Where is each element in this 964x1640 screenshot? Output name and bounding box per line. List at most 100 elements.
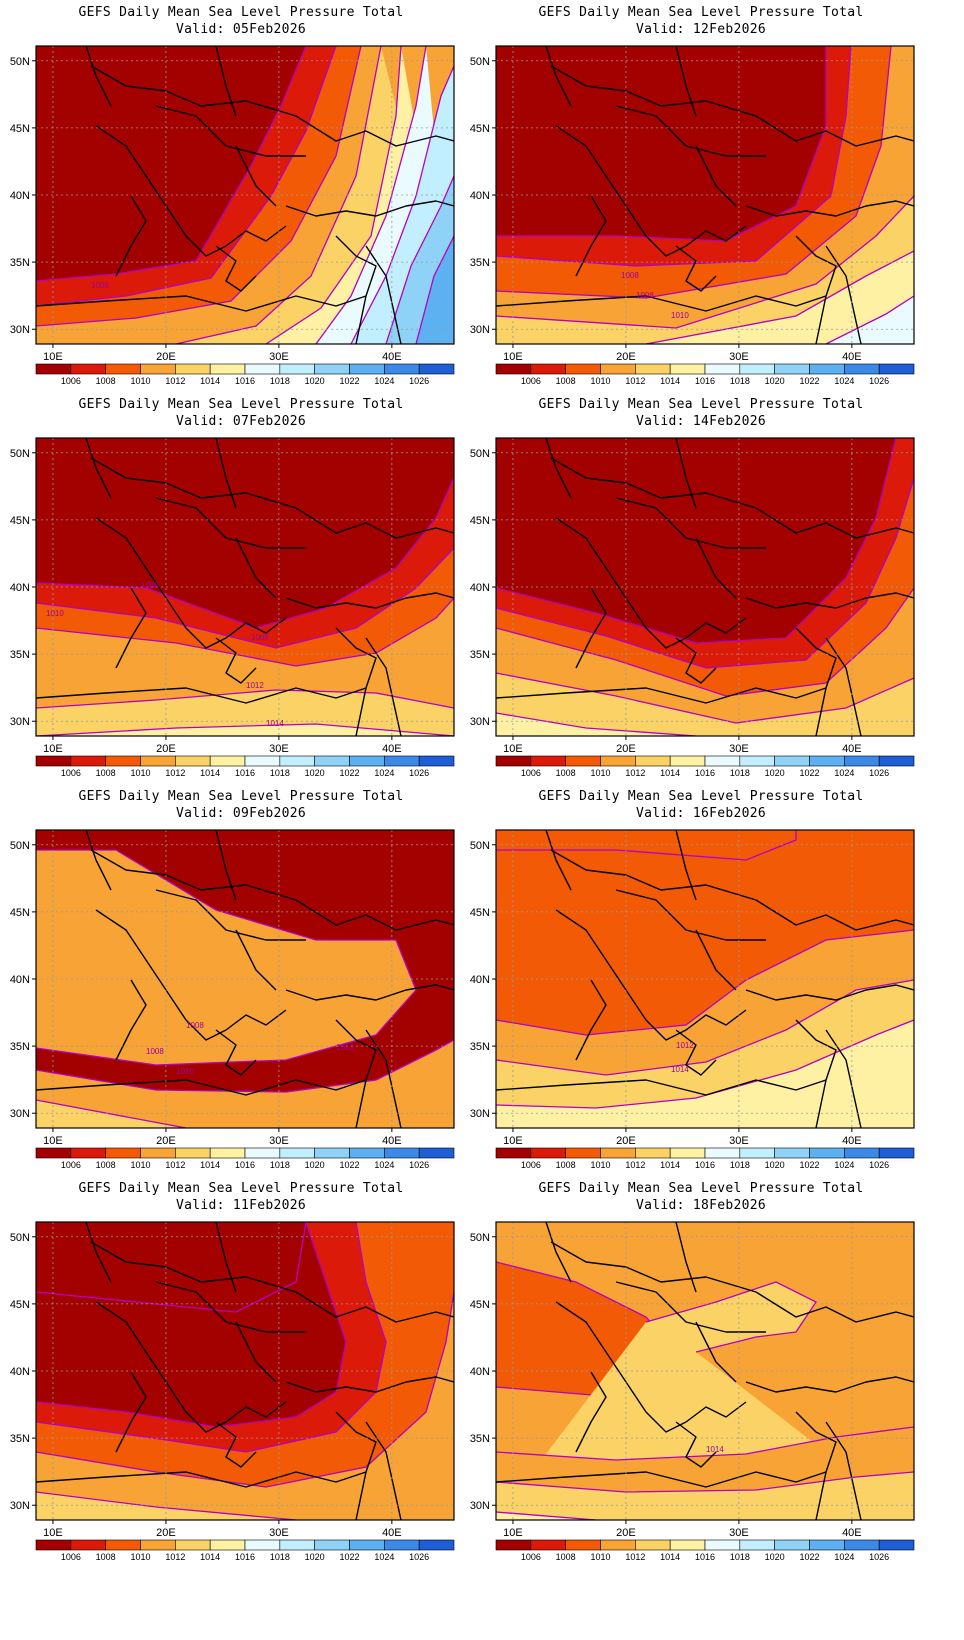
isobar-line [496, 830, 797, 861]
coastline [215, 830, 237, 901]
colorbar-label: 1024 [834, 1552, 854, 1562]
lat-tick-label: 40N [470, 582, 490, 594]
panel-valid-date: Valid: 05Feb2026 [175, 22, 307, 37]
coastline [675, 1222, 697, 1293]
coastline [115, 979, 147, 1061]
colorbar-swatch [244, 1147, 281, 1159]
coastline [550, 457, 914, 539]
colorbar: 1006 1008 1010 1012 1014 1016 1018 1020 1022 1024… [35, 755, 455, 778]
coastline [825, 1029, 862, 1128]
colorbar-swatch [209, 363, 246, 375]
lat-tick-label: 40N [470, 1366, 490, 1378]
map-field: 1008 1008 1010 1010 [36, 830, 454, 1128]
coastline [555, 125, 747, 257]
coastline [615, 105, 766, 157]
colorbar-swatch [739, 755, 775, 767]
colorbar-swatch [418, 1539, 455, 1551]
coastline [745, 200, 914, 217]
lon-tick-label: 20E [616, 351, 636, 363]
colorbar: 1006 1008 1010 1012 1014 1016 1018 1020 1022 1024… [35, 363, 455, 386]
lat-tick-label: 50N [10, 56, 30, 68]
coastline [675, 830, 697, 901]
pressure-band [496, 196, 914, 344]
coastline [795, 1411, 837, 1520]
colorbar-label: 1022 [339, 768, 359, 778]
colorbar-swatch [704, 1539, 741, 1551]
colorbar-swatch [70, 1147, 106, 1159]
pressure-band [36, 1492, 454, 1520]
colorbar-label: 1024 [374, 1552, 394, 1562]
colorbar: 1006 1008 1010 1012 1014 1016 1018 1020 1022 1024… [495, 363, 915, 386]
coastline [550, 849, 914, 931]
colorbar-swatch [140, 1539, 176, 1551]
colorbar-label: 1014 [660, 1552, 680, 1562]
colorbar-swatch [105, 1147, 141, 1159]
coastline [155, 105, 306, 157]
panel-valid-date: Valid: 12Feb2026 [635, 22, 767, 37]
coastline [675, 637, 717, 684]
lat-tick-label: 45N [470, 907, 490, 919]
map-field [36, 1222, 454, 1520]
isobar-line [36, 723, 454, 736]
map-field: 1008 1010 1008 1012 1014 [36, 438, 454, 736]
coastline [90, 65, 454, 147]
map-field [496, 438, 914, 736]
colorbar-label: 1008 [556, 1552, 576, 1562]
lat-tick-label: 30N [10, 324, 30, 336]
lon-tick-label: 20E [156, 1135, 176, 1147]
coastline [695, 929, 737, 991]
isobar-line [36, 689, 454, 709]
isobar-line [496, 477, 914, 669]
colorbar-swatch [279, 1147, 315, 1159]
colorbar-swatch [600, 755, 636, 767]
colorbar: 1006 1008 1010 1012 1014 1016 1018 1020 1022 1024… [35, 1147, 455, 1170]
colorbar-swatch [175, 755, 211, 767]
colorbar-swatch [349, 363, 385, 375]
isobar-line [36, 46, 307, 282]
colorbar-label: 1026 [409, 376, 429, 386]
isobar-line [496, 929, 914, 1036]
lon-tick-label: 40E [842, 351, 862, 363]
colorbar-label: 1008 [96, 376, 116, 386]
colorbar-label: 1008 [556, 376, 576, 386]
isobar-line [496, 587, 914, 697]
colorbar-swatch [565, 363, 601, 375]
coastline [90, 1241, 454, 1323]
isobar-label: 1014 [706, 1445, 724, 1454]
lat-tick-label: 35N [470, 649, 490, 661]
coastline [745, 592, 914, 609]
coastline [115, 1371, 147, 1453]
lon-tick-label: 10E [43, 351, 63, 363]
colorbar-swatch [175, 1147, 211, 1159]
colorbar-swatch [35, 1147, 72, 1159]
colorbar-swatch [844, 363, 880, 375]
isobar-line [496, 712, 697, 736]
colorbar-label: 1020 [305, 376, 325, 386]
isobar-label: 1008 [91, 281, 109, 290]
colorbar-label: 1022 [339, 376, 359, 386]
pressure-band [36, 1222, 454, 1520]
colorbar-swatch [105, 755, 141, 767]
coastline [365, 245, 402, 344]
colorbar-label: 1006 [521, 768, 541, 778]
map-field: 1008 1008 1010 [496, 46, 914, 344]
colorbar-swatch [844, 1539, 880, 1551]
panel-title: GEFS Daily Mean Sea Level Pressure Total [78, 789, 404, 804]
colorbar-label: 1006 [61, 376, 81, 386]
coastline [215, 438, 237, 509]
isobar-label: 1010 [671, 311, 689, 320]
lon-tick-label: 10E [43, 1527, 63, 1539]
colorbar-swatch [244, 755, 281, 767]
colorbar: 1006 1008 1010 1012 1014 1016 1018 1020 1022 1024… [495, 755, 915, 778]
forecast-panel: GEFS Daily Mean Sea Level Pressure Total… [0, 1176, 482, 1586]
colorbar-label: 1014 [660, 376, 680, 386]
colorbar-swatch [530, 1147, 566, 1159]
panel-valid-date: Valid: 18Feb2026 [635, 1198, 767, 1213]
lon-tick-label: 40E [382, 1527, 402, 1539]
coastline [575, 587, 607, 669]
colorbar-label: 1020 [765, 1160, 785, 1170]
isobar-label: 1008 [251, 633, 269, 642]
pressure-band [826, 296, 914, 344]
isobar-label: 1008 [636, 291, 654, 300]
colorbar-swatch [704, 755, 741, 767]
